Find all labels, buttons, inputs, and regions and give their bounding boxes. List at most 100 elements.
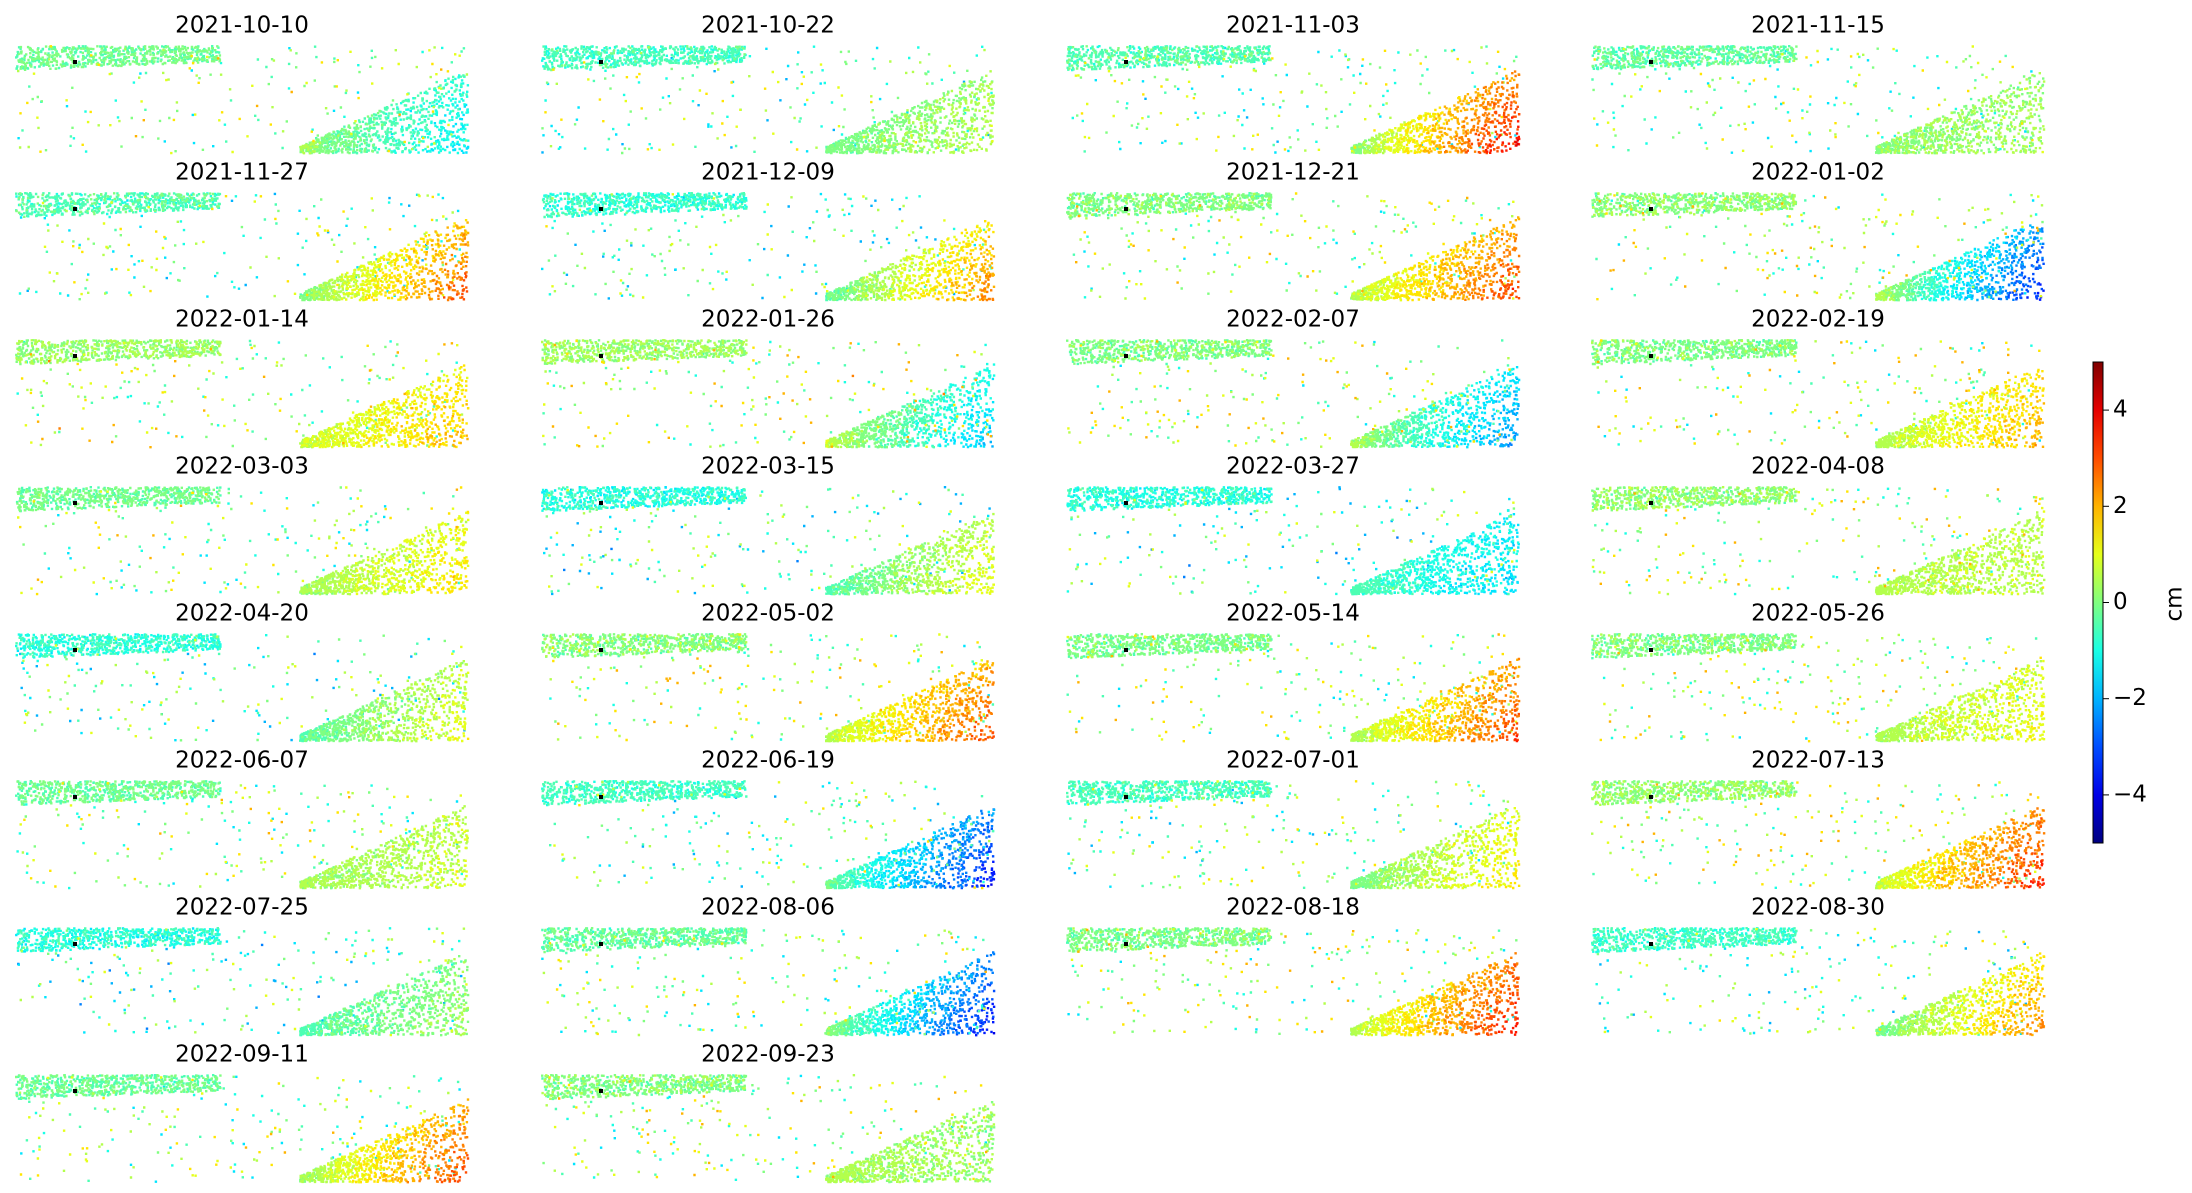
raster-pixels bbox=[1066, 486, 1520, 596]
raster-pixels bbox=[1738, 638, 1989, 740]
displacement-map bbox=[15, 927, 470, 1037]
raster-pixels bbox=[992, 1032, 996, 1035]
raster-pixels bbox=[2026, 1016, 2045, 1036]
reference-point bbox=[1649, 942, 1653, 946]
displacement-map bbox=[541, 927, 996, 1037]
displacement-map bbox=[541, 780, 996, 890]
displacement-map bbox=[1591, 633, 2046, 743]
raster-pixels bbox=[1591, 339, 2025, 449]
raster-pixels bbox=[1066, 927, 1510, 1034]
raster-pixels bbox=[1604, 932, 2023, 1035]
panel-title: 2022-08-30 bbox=[1751, 895, 1885, 921]
panel-title: 2021-11-15 bbox=[1751, 13, 1885, 39]
raster-pixels bbox=[28, 634, 464, 743]
reference-point bbox=[599, 60, 603, 64]
displacement-map bbox=[541, 192, 996, 302]
displacement-map bbox=[15, 486, 470, 596]
reference-point bbox=[73, 648, 77, 652]
reference-point bbox=[1124, 60, 1128, 64]
raster-pixels bbox=[936, 667, 995, 742]
reference-point bbox=[1124, 648, 1128, 652]
raster-pixels bbox=[1600, 781, 2037, 890]
raster-pixels bbox=[1066, 192, 1516, 301]
raster-pixels bbox=[1965, 807, 2046, 889]
raster-pixels bbox=[1066, 633, 1514, 743]
raster-pixels bbox=[1617, 199, 2035, 301]
raster-pixels bbox=[19, 927, 469, 1037]
raster-pixels bbox=[454, 737, 470, 740]
displacement-map bbox=[15, 780, 469, 890]
raster-pixels bbox=[1491, 703, 1520, 742]
raster-pixels bbox=[971, 274, 995, 302]
raster-pixels bbox=[16, 486, 450, 596]
raster-pixels bbox=[24, 342, 469, 449]
raster-pixels bbox=[541, 486, 951, 596]
reference-point bbox=[73, 942, 77, 946]
raster-pixels bbox=[15, 45, 468, 155]
reference-point bbox=[599, 207, 603, 211]
raster-pixels bbox=[551, 193, 975, 302]
raster-pixels bbox=[1066, 780, 1506, 890]
raster-pixels bbox=[1597, 341, 2046, 449]
raster-pixels bbox=[1419, 73, 1520, 154]
displacement-map bbox=[1066, 45, 1521, 155]
raster-pixels bbox=[1442, 70, 1521, 154]
raster-pixels bbox=[406, 1109, 470, 1184]
raster-pixels bbox=[1068, 339, 1510, 448]
reference-point bbox=[1124, 942, 1128, 946]
raster-pixels bbox=[29, 342, 469, 449]
raster-pixels bbox=[1437, 952, 1520, 1036]
raster-pixels bbox=[1083, 210, 1476, 290]
raster-pixels bbox=[542, 350, 976, 448]
reference-point bbox=[599, 648, 603, 652]
displacement-map bbox=[15, 192, 470, 302]
panel-title: 2022-09-11 bbox=[175, 1042, 309, 1068]
raster-pixels bbox=[1591, 633, 2016, 743]
panel-title: 2022-02-19 bbox=[1751, 307, 1885, 333]
raster-pixels bbox=[1458, 657, 1521, 743]
raster-pixels bbox=[1591, 192, 2043, 302]
raster-pixels bbox=[564, 633, 983, 743]
raster-pixels bbox=[2020, 860, 2045, 889]
reference-point bbox=[73, 1089, 77, 1093]
displacement-map bbox=[15, 339, 470, 449]
raster-pixels bbox=[17, 943, 320, 1030]
raster-pixels bbox=[1591, 486, 2044, 595]
panel-title: 2022-08-06 bbox=[701, 895, 835, 921]
reference-point bbox=[73, 354, 77, 358]
raster-pixels bbox=[1070, 488, 1516, 584]
raster-pixels bbox=[17, 45, 468, 155]
reference-point bbox=[1124, 354, 1128, 358]
displacement-map bbox=[1066, 927, 1520, 1037]
reference-point bbox=[73, 795, 77, 799]
displacement-map bbox=[15, 1074, 470, 1184]
raster-pixels bbox=[1997, 246, 2045, 301]
raster-pixels bbox=[1515, 139, 1520, 147]
panel-title: 2022-07-13 bbox=[1751, 748, 1885, 774]
raster-pixels bbox=[313, 652, 441, 700]
panel-title: 2022-05-02 bbox=[701, 601, 835, 627]
raster-pixels bbox=[851, 374, 945, 396]
displacement-map bbox=[15, 45, 470, 155]
panel-title: 2022-07-25 bbox=[175, 895, 309, 921]
raster-pixels bbox=[553, 1075, 969, 1183]
panel-title: 2022-01-02 bbox=[1751, 160, 1885, 186]
raster-pixels bbox=[541, 1074, 996, 1184]
raster-pixels bbox=[1511, 287, 1515, 290]
raster-pixels bbox=[47, 504, 459, 596]
raster-pixels bbox=[15, 633, 425, 743]
raster-pixels bbox=[15, 339, 433, 448]
raster-pixels bbox=[1083, 192, 1509, 302]
raster-pixels bbox=[1598, 340, 2031, 449]
reference-point bbox=[1124, 795, 1128, 799]
reference-point bbox=[1649, 501, 1653, 505]
raster-pixels bbox=[1074, 498, 1399, 579]
raster-pixels bbox=[1080, 49, 1507, 155]
raster-pixels bbox=[15, 192, 460, 301]
raster-pixels bbox=[1593, 55, 2034, 147]
panel-title: 2022-09-23 bbox=[701, 1042, 835, 1068]
displacement-map bbox=[1591, 339, 2046, 449]
raster-pixels bbox=[244, 1098, 470, 1183]
raster-pixels bbox=[938, 375, 995, 449]
reference-point bbox=[599, 1089, 603, 1093]
